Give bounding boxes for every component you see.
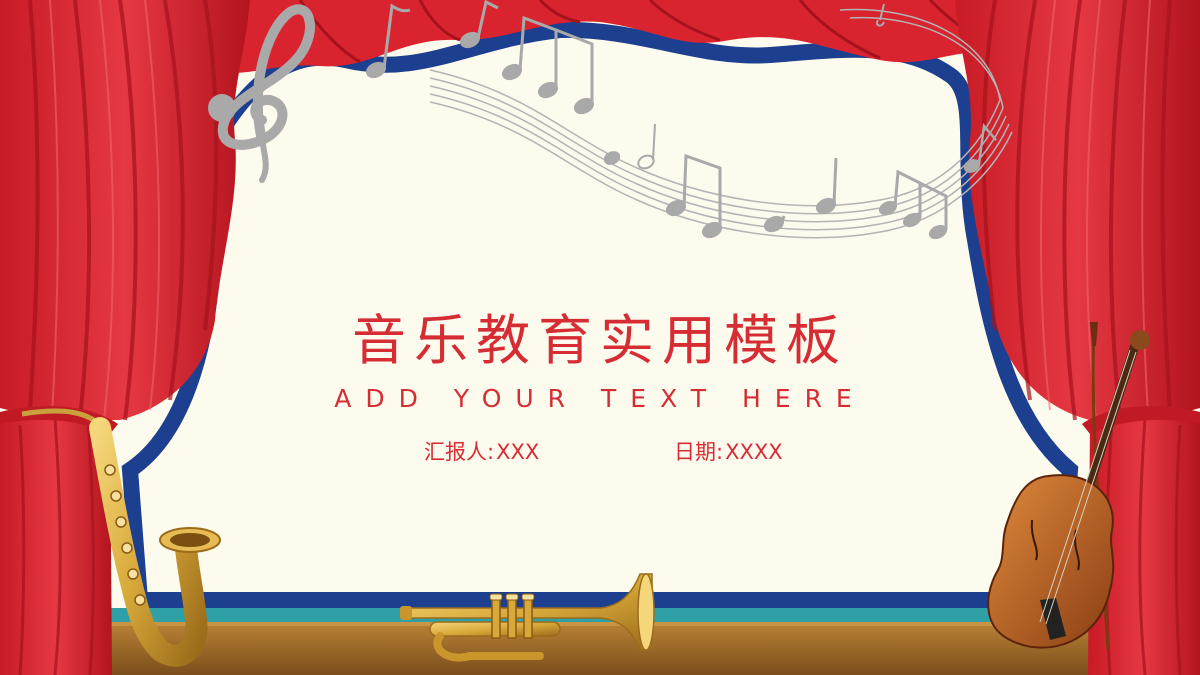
reporter-label: 汇报人: (424, 440, 495, 464)
trumpet-icon (400, 573, 655, 662)
right-curtain (955, 0, 1200, 675)
left-curtain (0, 0, 250, 675)
date-value: XXXX (725, 440, 783, 464)
music-notes-icon (429, 8, 1013, 239)
stage-frame-border (121, 21, 1079, 608)
treble-clef-icon (208, 4, 316, 183)
date-label: 日期: (674, 440, 724, 464)
music-notes (365, 0, 997, 240)
reporter-field: 汇报人:XXX (424, 436, 539, 466)
reporter-value: XXX (496, 440, 540, 464)
saxophone-icon (21, 408, 221, 667)
slide-title: 音乐教育实用模板 (352, 309, 848, 372)
violin-icon (987, 322, 1150, 651)
date-field: 日期:XXXX (674, 436, 783, 466)
slide-subtitle: ADD YOUR TEXT HERE (334, 384, 866, 413)
